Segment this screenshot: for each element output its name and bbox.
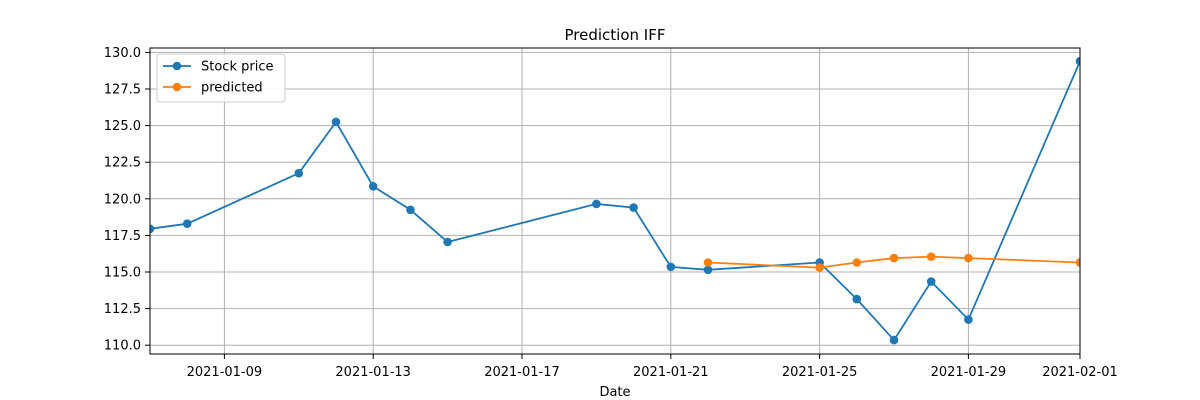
y-tick-label: 115.0 (104, 266, 141, 281)
series-layer (150, 56, 1080, 345)
data-point-predicted (703, 258, 713, 267)
y-tick-label: 127.5 (104, 82, 141, 97)
legend-label: Stock price (201, 60, 273, 75)
data-point-stock-price (666, 262, 676, 272)
data-point-stock-price (889, 335, 899, 345)
data-point-stock-price (964, 315, 973, 324)
data-point-stock-price (703, 265, 713, 275)
y-tick-label: 110.0 (104, 339, 141, 354)
data-point-predicted (852, 258, 862, 267)
y-tick-label: 120.0 (104, 192, 141, 207)
legend-marker (172, 61, 182, 71)
plot-area-frame (149, 47, 1081, 355)
data-point-stock-price (368, 182, 378, 191)
x-tick-label: 2021-01-29 (931, 365, 1007, 380)
legend-marker (172, 82, 182, 92)
x-tick-label: 2021-01-21 (633, 365, 709, 380)
series-stock-price (150, 56, 1080, 345)
x-axis-title: Date (599, 385, 630, 400)
y-tick-label: 112.5 (104, 302, 141, 317)
data-point-stock-price (406, 205, 415, 215)
y-tick-label: 125.0 (104, 119, 141, 134)
legend-item-stock-price: Stock price (163, 60, 273, 75)
x-tick-label: 2021-01-09 (187, 365, 263, 380)
x-tick-label: 2021-01-17 (484, 365, 560, 380)
data-point-stock-price (331, 117, 341, 127)
y-tick-label: 122.5 (104, 156, 141, 171)
series-predicted (703, 252, 1080, 272)
data-point-stock-price (926, 277, 936, 286)
y-tick-label: 117.5 (104, 229, 141, 244)
x-tick-label: 2021-01-25 (782, 365, 858, 380)
grid-lines (150, 48, 1081, 354)
data-point-stock-price (1075, 56, 1080, 66)
data-point-predicted (926, 252, 936, 261)
data-point-stock-price (443, 237, 452, 247)
y-tick-label: 130.0 (104, 46, 141, 61)
x-axis-ticks: 2021-01-09 2021-01-13 2021-01-17 2021-01-21… (187, 354, 1118, 380)
chart-title: Prediction IFF (565, 26, 666, 44)
data-point-stock-price (592, 199, 601, 209)
legend-item-predicted: predicted (163, 81, 263, 96)
legend-label: predicted (201, 81, 263, 96)
x-tick-label: 2021-01-13 (335, 365, 411, 380)
y-axis-ticks: 110.0 112.5 115.0 117.5 120.0 122.5 125.0 127.5… (104, 46, 150, 354)
data-point-predicted (1075, 258, 1080, 267)
data-point-predicted (889, 253, 899, 263)
data-point-predicted (815, 263, 824, 272)
data-point-stock-price (150, 224, 155, 234)
x-tick-label: 2021-02-01 (1042, 365, 1118, 380)
data-point-stock-price (294, 168, 304, 178)
data-point-stock-price (182, 219, 192, 228)
data-point-predicted (964, 253, 973, 263)
legend: Stock price predicted (156, 53, 286, 103)
data-point-stock-price (629, 203, 638, 212)
data-point-stock-price (852, 294, 862, 304)
